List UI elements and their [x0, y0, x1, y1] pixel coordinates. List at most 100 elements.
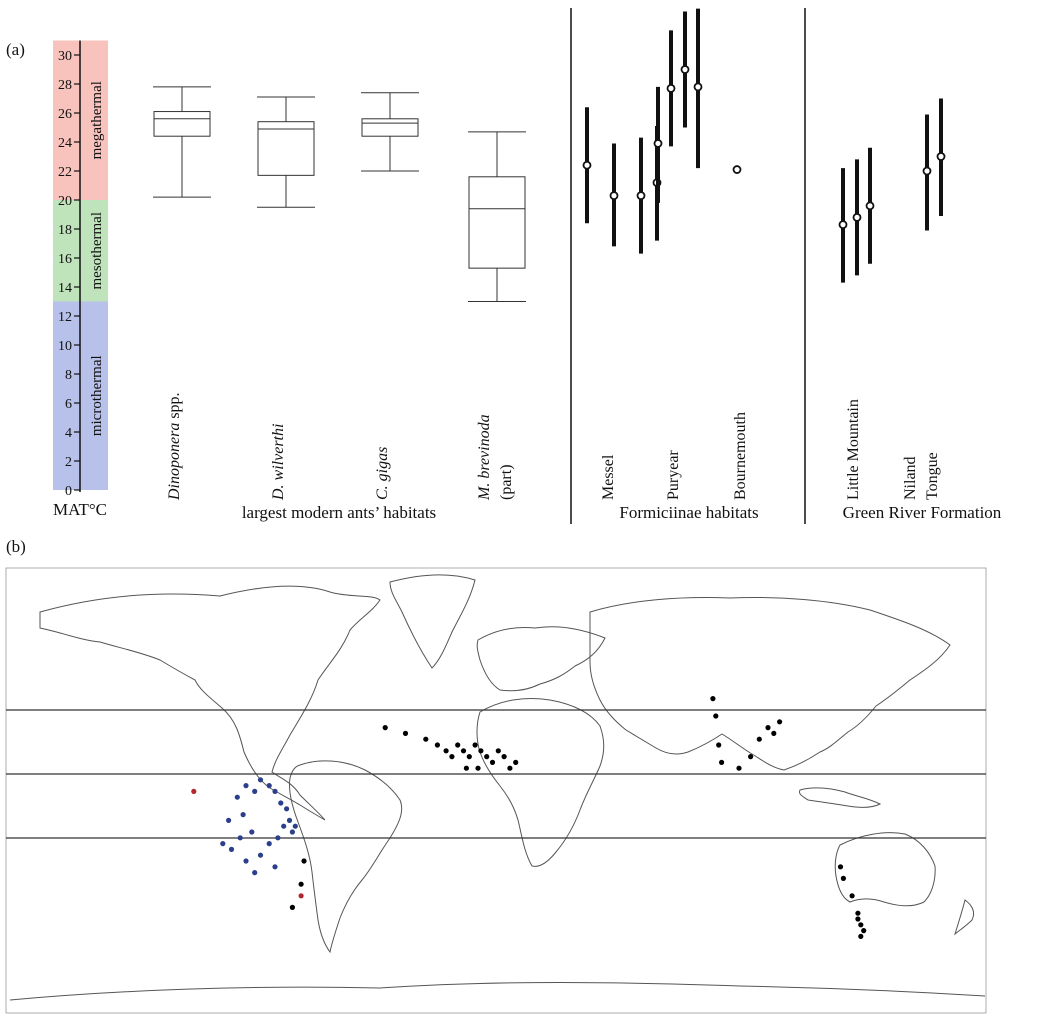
map-point [423, 736, 429, 742]
box-iqr [153, 111, 211, 137]
map-point [849, 893, 855, 899]
site-label: Tongue [924, 452, 941, 500]
map-point [777, 719, 783, 725]
y-tick-label: 20 [58, 194, 72, 209]
map-point [475, 765, 481, 771]
box-iqr [361, 118, 419, 137]
map-point [736, 765, 742, 771]
y-tick-label: 18 [58, 223, 72, 238]
site-label: Puryear [665, 450, 682, 500]
map-point [449, 754, 455, 760]
y-tick-label: 12 [58, 310, 72, 325]
y-tick-label: 4 [65, 426, 72, 441]
estimate-mean [732, 165, 742, 174]
map-point [748, 754, 754, 760]
y-tick-label: 30 [58, 49, 72, 64]
estimate-mean [609, 191, 619, 201]
y-tick-label: 26 [58, 107, 72, 122]
world-coastlines [9, 574, 986, 1001]
map-point [455, 742, 461, 748]
map-point [713, 713, 719, 719]
map-point [240, 812, 246, 818]
map-point [249, 829, 255, 835]
y-tick-label: 2 [65, 455, 72, 470]
map-point [257, 777, 264, 783]
map-point [281, 823, 287, 829]
map-point [840, 875, 847, 882]
map-point [228, 846, 235, 853]
map-point [284, 806, 290, 812]
site-label: Niland [902, 456, 919, 500]
estimate-mean [922, 166, 932, 176]
y-tick-label: 22 [58, 165, 72, 180]
map-point [719, 759, 725, 766]
map-point [466, 754, 472, 760]
site-label: Messel [600, 454, 617, 500]
map-point [434, 742, 440, 748]
y-tick-label: 14 [58, 281, 72, 296]
map-point [257, 852, 264, 858]
box-label: C. gigas [374, 447, 391, 500]
estimate-mean [582, 160, 592, 170]
estimate-mean [666, 83, 676, 93]
map-point [507, 765, 513, 771]
estimate-mean [653, 139, 663, 148]
box-label-rest: spp. [166, 392, 183, 422]
map-point [266, 841, 272, 847]
site-label: Little Mountain [845, 399, 862, 500]
map-point [463, 765, 469, 771]
map-point [298, 893, 304, 899]
panel-a-chart: microthermalmesothermalmegathermal024681… [53, 8, 1002, 522]
climate-zone-label: mesothermal [89, 212, 105, 289]
estimate-mean [865, 201, 875, 211]
estimate-mean [636, 191, 646, 201]
map-point [292, 823, 298, 829]
map-point [513, 759, 519, 766]
box-label: Dinoponera spp. [166, 392, 183, 501]
group-label: Green River Formation [843, 503, 1002, 522]
map-point [272, 864, 278, 870]
climate-zone-label: megathermal [89, 81, 105, 159]
map-point [771, 730, 777, 737]
map-point [765, 725, 771, 731]
estimate-mean [838, 220, 848, 230]
box-iqr [468, 176, 526, 269]
site-label: Bournemouth [732, 412, 749, 500]
y-axis-label: MAT°C [53, 500, 107, 519]
map-points [191, 696, 867, 940]
map-point [484, 754, 490, 760]
map-point [266, 783, 272, 789]
map-frame [5, 567, 987, 1014]
map-point [272, 788, 278, 795]
y-tick-label: 0 [65, 484, 72, 499]
map-point [501, 754, 507, 760]
estimate-mean [693, 82, 703, 92]
map-point [495, 748, 501, 754]
climate-zone-label: microthermal [89, 355, 105, 436]
map-point [252, 870, 258, 876]
map-point [252, 788, 258, 795]
map-point [243, 783, 249, 789]
panel-b-map [5, 567, 987, 1014]
map-point [858, 933, 864, 940]
map-point [478, 748, 484, 754]
map-point [226, 817, 232, 824]
estimate-mean [680, 65, 690, 74]
y-tick-label: 24 [58, 136, 72, 151]
map-point [861, 928, 867, 934]
box-label: D. wilverthi [270, 424, 287, 501]
map-point [716, 742, 722, 748]
map-point [237, 835, 243, 841]
box-iqr [257, 121, 315, 176]
map-point [460, 748, 467, 754]
map-point [275, 835, 281, 841]
y-tick-label: 6 [65, 397, 72, 412]
map-point [855, 910, 861, 916]
map-point [278, 800, 284, 806]
map-point [756, 736, 762, 742]
map-point [443, 748, 449, 754]
panel-b-label: (b) [6, 537, 26, 556]
box-label-italic: Dinoponera [166, 423, 183, 501]
y-tick-label: 16 [58, 252, 72, 267]
map-point [234, 794, 240, 800]
